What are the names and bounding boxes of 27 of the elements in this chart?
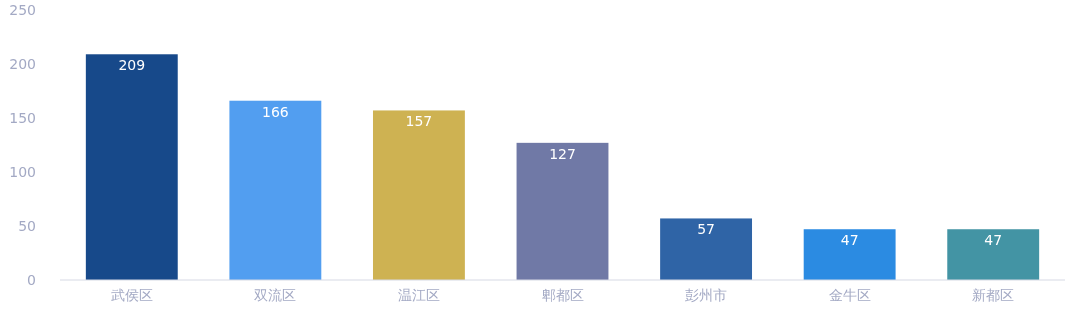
data-label: 47 [840, 232, 859, 249]
data-label: 157 [405, 113, 433, 130]
bar [947, 229, 1040, 280]
bar [85, 54, 178, 280]
data-label: 47 [984, 232, 1003, 249]
data-label: 166 [261, 103, 289, 120]
bar [660, 218, 753, 280]
x-tick-label: 金牛区 [828, 287, 871, 303]
x-tick-label: 彭州市 [685, 287, 728, 303]
data-label: 57 [697, 221, 715, 238]
x-tick-label: 武侯区 [110, 287, 153, 303]
y-tick-label: 0 [27, 272, 36, 288]
bar [803, 229, 896, 280]
data-label: 209 [118, 57, 146, 74]
bar [229, 100, 322, 280]
x-tick-label: 双流区 [254, 287, 297, 303]
y-tick-label: 200 [9, 56, 36, 72]
data-label: 127 [549, 145, 576, 162]
x-tick-label: 郫都区 [541, 287, 584, 303]
y-tick-label: 50 [18, 218, 36, 234]
bar [372, 110, 465, 280]
x-tick-label: 温江区 [397, 287, 440, 303]
bar [516, 142, 609, 280]
x-tick-label: 新都区 [972, 287, 1015, 303]
y-tick-label: 150 [9, 110, 36, 126]
y-tick-label: 100 [9, 164, 36, 180]
y-tick-label: 250 [9, 2, 36, 18]
